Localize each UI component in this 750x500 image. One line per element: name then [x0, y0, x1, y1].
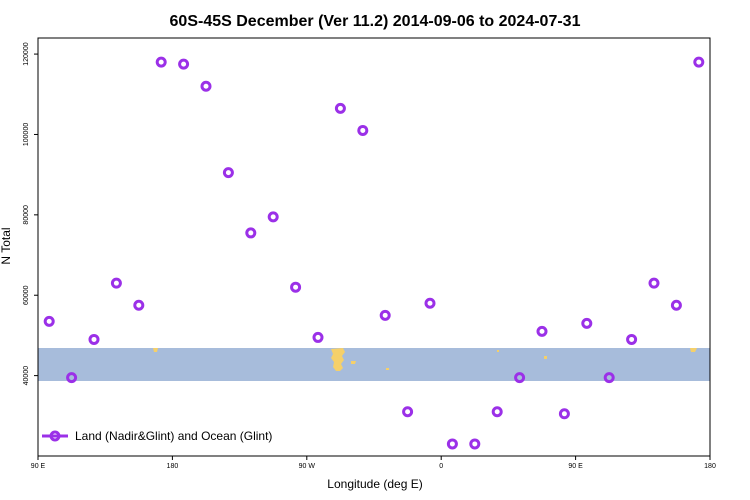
- legend-label: Land (Nadir&Glint) and Ocean (Glint): [75, 429, 272, 443]
- data-point: [648, 277, 660, 289]
- x-axis-title: Longitude (deg E): [327, 477, 422, 491]
- data-point: [603, 372, 615, 384]
- y-tick-label: 40000: [23, 366, 30, 386]
- land-masses: [153, 348, 697, 371]
- land-new-zealand-south: [153, 348, 158, 352]
- y-tick-label: 120000: [23, 42, 30, 65]
- x-tick-label: 180: [704, 463, 716, 470]
- data-point: [133, 299, 145, 311]
- data-point: [43, 315, 55, 327]
- y-axis-title: N Total: [0, 227, 13, 264]
- data-point: [581, 317, 593, 329]
- x-tick-label: 180: [167, 463, 179, 470]
- data-point: [88, 333, 100, 345]
- data-point: [155, 56, 167, 68]
- data-point: [357, 124, 369, 136]
- data-point: [110, 277, 122, 289]
- plot-frame: [37, 37, 711, 457]
- data-point: [446, 438, 458, 450]
- y-axis: 40000 60000 80000 100000 120000: [23, 42, 38, 385]
- data-point: [200, 80, 212, 92]
- data-point: [178, 58, 190, 70]
- chart-title: 60S-45S December (Ver 11.2) 2014-09-06 t…: [170, 13, 581, 30]
- data-point: [491, 406, 503, 418]
- x-tick-label: 90 E: [568, 463, 583, 470]
- data-point: [514, 372, 526, 384]
- x-tick-label: 90 E: [31, 463, 46, 470]
- land-falklands: [351, 361, 356, 364]
- ocean-band: [38, 348, 710, 381]
- x-axis: 90 E 180 90 W 0 90 E 180: [31, 456, 716, 470]
- data-point: [379, 309, 391, 321]
- data-point: [267, 211, 279, 223]
- data-point: [245, 227, 257, 239]
- data-points: [43, 56, 705, 450]
- data-point: [693, 56, 705, 68]
- data-point: [290, 281, 302, 293]
- data-point: [536, 325, 548, 337]
- data-point: [670, 299, 682, 311]
- data-point: [469, 438, 481, 450]
- data-point: [222, 167, 234, 179]
- y-tick-label: 60000: [23, 285, 30, 305]
- data-point: [312, 331, 324, 343]
- y-tick-label: 80000: [23, 205, 30, 225]
- data-point: [424, 297, 436, 309]
- data-point: [558, 408, 570, 420]
- data-point: [66, 372, 78, 384]
- data-point: [626, 333, 638, 345]
- y-tick-label: 100000: [23, 123, 30, 146]
- legend: Land (Nadir&Glint) and Ocean (Glint): [42, 429, 272, 443]
- land-prince-edward: [497, 350, 499, 352]
- x-tick-label: 0: [439, 463, 443, 470]
- land-south-georgia: [386, 368, 389, 370]
- land-macquarie: [690, 348, 697, 352]
- x-tick-label: 90 W: [299, 463, 316, 470]
- legend-marker: [49, 430, 61, 442]
- land-south-america: [331, 348, 345, 371]
- data-point: [402, 406, 414, 418]
- map-band: [38, 348, 710, 381]
- land-kerguelen: [544, 356, 547, 359]
- data-point: [334, 102, 346, 114]
